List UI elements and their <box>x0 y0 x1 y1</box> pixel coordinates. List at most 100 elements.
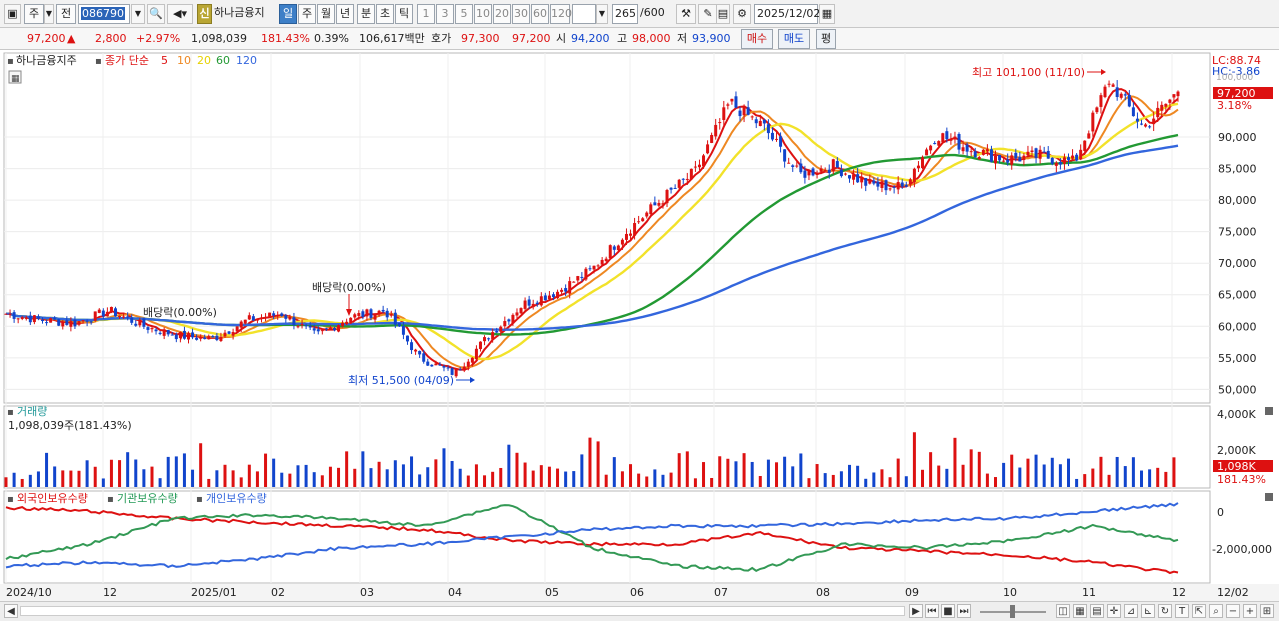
chart-settings-icon[interactable]: ▪ <box>7 56 14 67</box>
candle-body <box>430 364 434 367</box>
candle-body <box>191 332 195 338</box>
candle-body <box>604 258 608 262</box>
search-icon[interactable]: 🔍 <box>147 4 165 24</box>
zoom-icon[interactable]: ⌕ <box>1209 604 1223 618</box>
indicator-list-icon[interactable] <box>8 70 22 84</box>
custom-interval-input[interactable] <box>572 4 596 24</box>
interval-60[interactable]: 60 <box>531 4 549 24</box>
save-icon[interactable]: ▤ <box>716 4 730 24</box>
price-tick-label: 90,000 <box>1218 131 1257 144</box>
holding-panel-close-icon[interactable] <box>1265 493 1273 501</box>
stock-code-input[interactable]: 086790 <box>78 4 130 24</box>
candle-body <box>4 313 8 315</box>
refresh-icon[interactable]: ↻ <box>1158 604 1172 618</box>
candle-body <box>973 151 977 158</box>
period-day-tab[interactable]: 일 <box>279 4 297 24</box>
candle-body <box>1103 86 1107 98</box>
volume-bar <box>296 465 300 487</box>
ma120-line <box>6 144 1179 331</box>
pointer-icon[interactable]: ⇱ <box>1192 604 1206 618</box>
interval-1[interactable]: 1 <box>417 4 435 24</box>
prev-select[interactable]: 전 <box>56 4 76 24</box>
scroll-end-icon[interactable]: ⏭ <box>957 604 971 618</box>
volume-bar <box>255 471 259 487</box>
gear-icon[interactable]: ⚙ <box>733 4 751 24</box>
fit-icon[interactable]: ⊞ <box>1260 604 1274 618</box>
calendar-icon[interactable]: ▦ <box>819 4 835 24</box>
price-tick-label: 75,000 <box>1218 226 1257 239</box>
volume-bar <box>12 472 16 487</box>
zoom-slider-handle[interactable] <box>1010 605 1015 618</box>
volume-bar <box>45 452 49 487</box>
candle-body <box>888 188 892 190</box>
period-month-tab[interactable]: 월 <box>317 4 335 24</box>
scroll-right-icon[interactable]: ▶ <box>909 604 923 618</box>
zoom-out-icon[interactable]: − <box>1226 604 1240 618</box>
ruler-icon[interactable]: ⊾ <box>1141 604 1155 618</box>
candle-body <box>377 310 381 314</box>
text-icon[interactable]: T <box>1175 604 1189 618</box>
crosshair-icon[interactable]: ✛ <box>1107 604 1121 618</box>
volume-bar <box>385 469 389 487</box>
foreign-legend: 외국인보유수량 <box>17 492 88 505</box>
interval-120[interactable]: 120 <box>550 4 572 24</box>
high-label: 고 <box>617 32 628 45</box>
chart-svg[interactable]: ▪ 하나금융지주 ▪ 종가 단순 5 10 20 60 120 ▦ LC:88.… <box>0 50 1279 603</box>
table-icon[interactable]: ▤ <box>1090 604 1104 618</box>
draw-icon[interactable]: ✎ <box>698 4 718 24</box>
market-select[interactable]: 주 <box>24 4 44 24</box>
candle-body <box>1148 126 1152 128</box>
ma120-legend: 120 <box>236 54 257 67</box>
chart-area[interactable]: ▪ 하나금융지주 ▪ 종가 단순 5 10 20 60 120 ▦ LC:88.… <box>0 50 1279 603</box>
candle-body <box>418 350 422 355</box>
sell-button[interactable]: 매도 <box>778 29 810 49</box>
candle-body <box>519 308 523 314</box>
credit-badge: 신 <box>197 4 212 24</box>
volume-bar <box>791 466 795 487</box>
scroll-start-icon[interactable]: ⏮ <box>925 604 939 618</box>
code-dropdown-icon[interactable]: ▼ <box>131 4 145 24</box>
volume-bar <box>523 462 527 487</box>
interval-3[interactable]: 3 <box>436 4 454 24</box>
data-count-input[interactable]: 265 <box>612 4 638 24</box>
candle-body <box>835 161 839 168</box>
market-dropdown-icon[interactable]: ▼ <box>44 4 54 24</box>
buy-button[interactable]: 매수 <box>741 29 773 49</box>
candle-body <box>572 281 576 283</box>
interval-dropdown-icon[interactable]: ▼ <box>596 4 608 24</box>
period-second-tab[interactable]: 초 <box>376 4 394 24</box>
measure-icon[interactable]: ⊿ <box>1124 604 1138 618</box>
zoom-in-icon[interactable]: + <box>1243 604 1257 618</box>
candle-body <box>495 330 499 333</box>
period-year-tab[interactable]: 년 <box>336 4 354 24</box>
period-week-tab[interactable]: 주 <box>298 4 316 24</box>
period-minute-tab[interactable]: 분 <box>357 4 375 24</box>
interval-30[interactable]: 30 <box>512 4 530 24</box>
candle-body <box>580 276 584 278</box>
volume-bar <box>150 466 154 487</box>
candle-body <box>1176 91 1180 97</box>
candle-body <box>929 145 933 151</box>
scroll-left-icon[interactable]: ◀ <box>4 604 18 618</box>
tools-icon[interactable]: ⚒ <box>676 4 696 24</box>
period-tick-tab[interactable]: 틱 <box>395 4 413 24</box>
volume-bar <box>953 437 957 487</box>
volume-bar <box>669 472 673 487</box>
interval-20[interactable]: 20 <box>493 4 511 24</box>
scroll-track[interactable] <box>20 606 905 616</box>
stop-icon[interactable]: ■ <box>941 604 955 618</box>
x-tick-label: 10 <box>1003 586 1017 599</box>
speaker-icon[interactable]: ◀▾ <box>167 4 193 24</box>
volume-panel-close-icon[interactable] <box>1265 407 1273 415</box>
date-input[interactable]: 2025/12/02 <box>754 4 820 24</box>
indiv-holding-line <box>5 502 1179 569</box>
candle-body <box>20 317 24 319</box>
window-menu-icon[interactable]: ▣ <box>4 4 21 24</box>
evaluate-button[interactable]: 평 <box>816 29 836 49</box>
candle-body <box>1127 94 1131 107</box>
candle-body <box>28 315 32 323</box>
interval-5[interactable]: 5 <box>455 4 473 24</box>
layout-icon[interactable]: ◫ <box>1056 604 1070 618</box>
grid-icon[interactable]: ▦ <box>1073 604 1087 618</box>
interval-10[interactable]: 10 <box>474 4 492 24</box>
